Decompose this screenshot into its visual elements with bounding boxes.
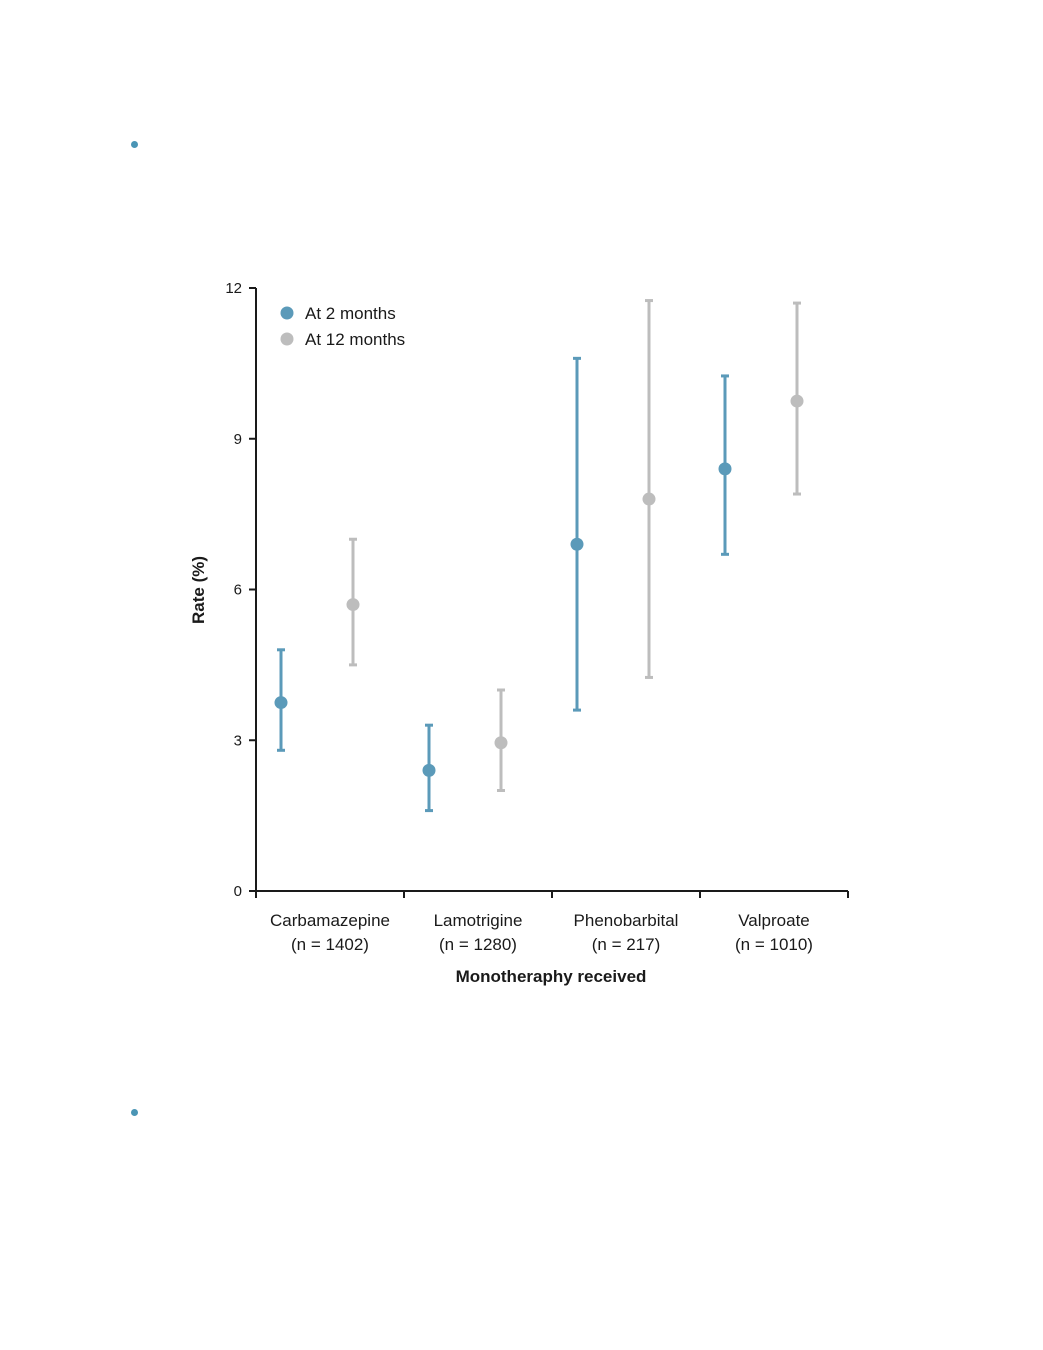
x-tick-label: (n = 1280) bbox=[439, 935, 517, 954]
data-point bbox=[494, 736, 508, 750]
data-point bbox=[642, 492, 656, 506]
y-tick-label: 9 bbox=[234, 431, 242, 448]
y-tick-label: 6 bbox=[234, 582, 242, 599]
chart-axes: 0 3 6 9 12 Carbamazepine (n = 1402) Lamotrigine… bbox=[225, 280, 849, 954]
data-point bbox=[718, 462, 732, 476]
y-tick-label: 3 bbox=[234, 732, 242, 749]
chart-marks bbox=[274, 299, 804, 813]
legend-label: At 2 months bbox=[305, 304, 396, 323]
y-tick-label: 12 bbox=[225, 280, 242, 297]
x-tick-label: (n = 1010) bbox=[735, 935, 813, 954]
x-tick-label: (n = 217) bbox=[592, 935, 661, 954]
legend-marker bbox=[280, 306, 294, 320]
bullet-point-top bbox=[131, 141, 138, 148]
x-tick-label: Valproate bbox=[738, 911, 810, 930]
y-tick-label: 0 bbox=[234, 883, 242, 900]
x-tick-label: (n = 1402) bbox=[291, 935, 369, 954]
x-tick-label: Lamotrigine bbox=[434, 911, 523, 930]
legend-marker bbox=[280, 332, 294, 346]
data-point bbox=[422, 763, 436, 777]
chart-legend: At 2 months At 12 months bbox=[280, 304, 405, 349]
data-point bbox=[790, 394, 804, 408]
legend-label: At 12 months bbox=[305, 330, 405, 349]
data-point bbox=[274, 696, 288, 710]
x-tick-label: Carbamazepine bbox=[270, 911, 390, 930]
y-axis-label: Rate (%) bbox=[189, 556, 208, 624]
x-tick-label: Phenobarbital bbox=[574, 911, 679, 930]
data-point bbox=[570, 537, 584, 551]
bullet-point-bottom bbox=[131, 1109, 138, 1116]
data-point bbox=[346, 598, 360, 612]
x-axis-label: Monotheraphy received bbox=[456, 967, 647, 986]
